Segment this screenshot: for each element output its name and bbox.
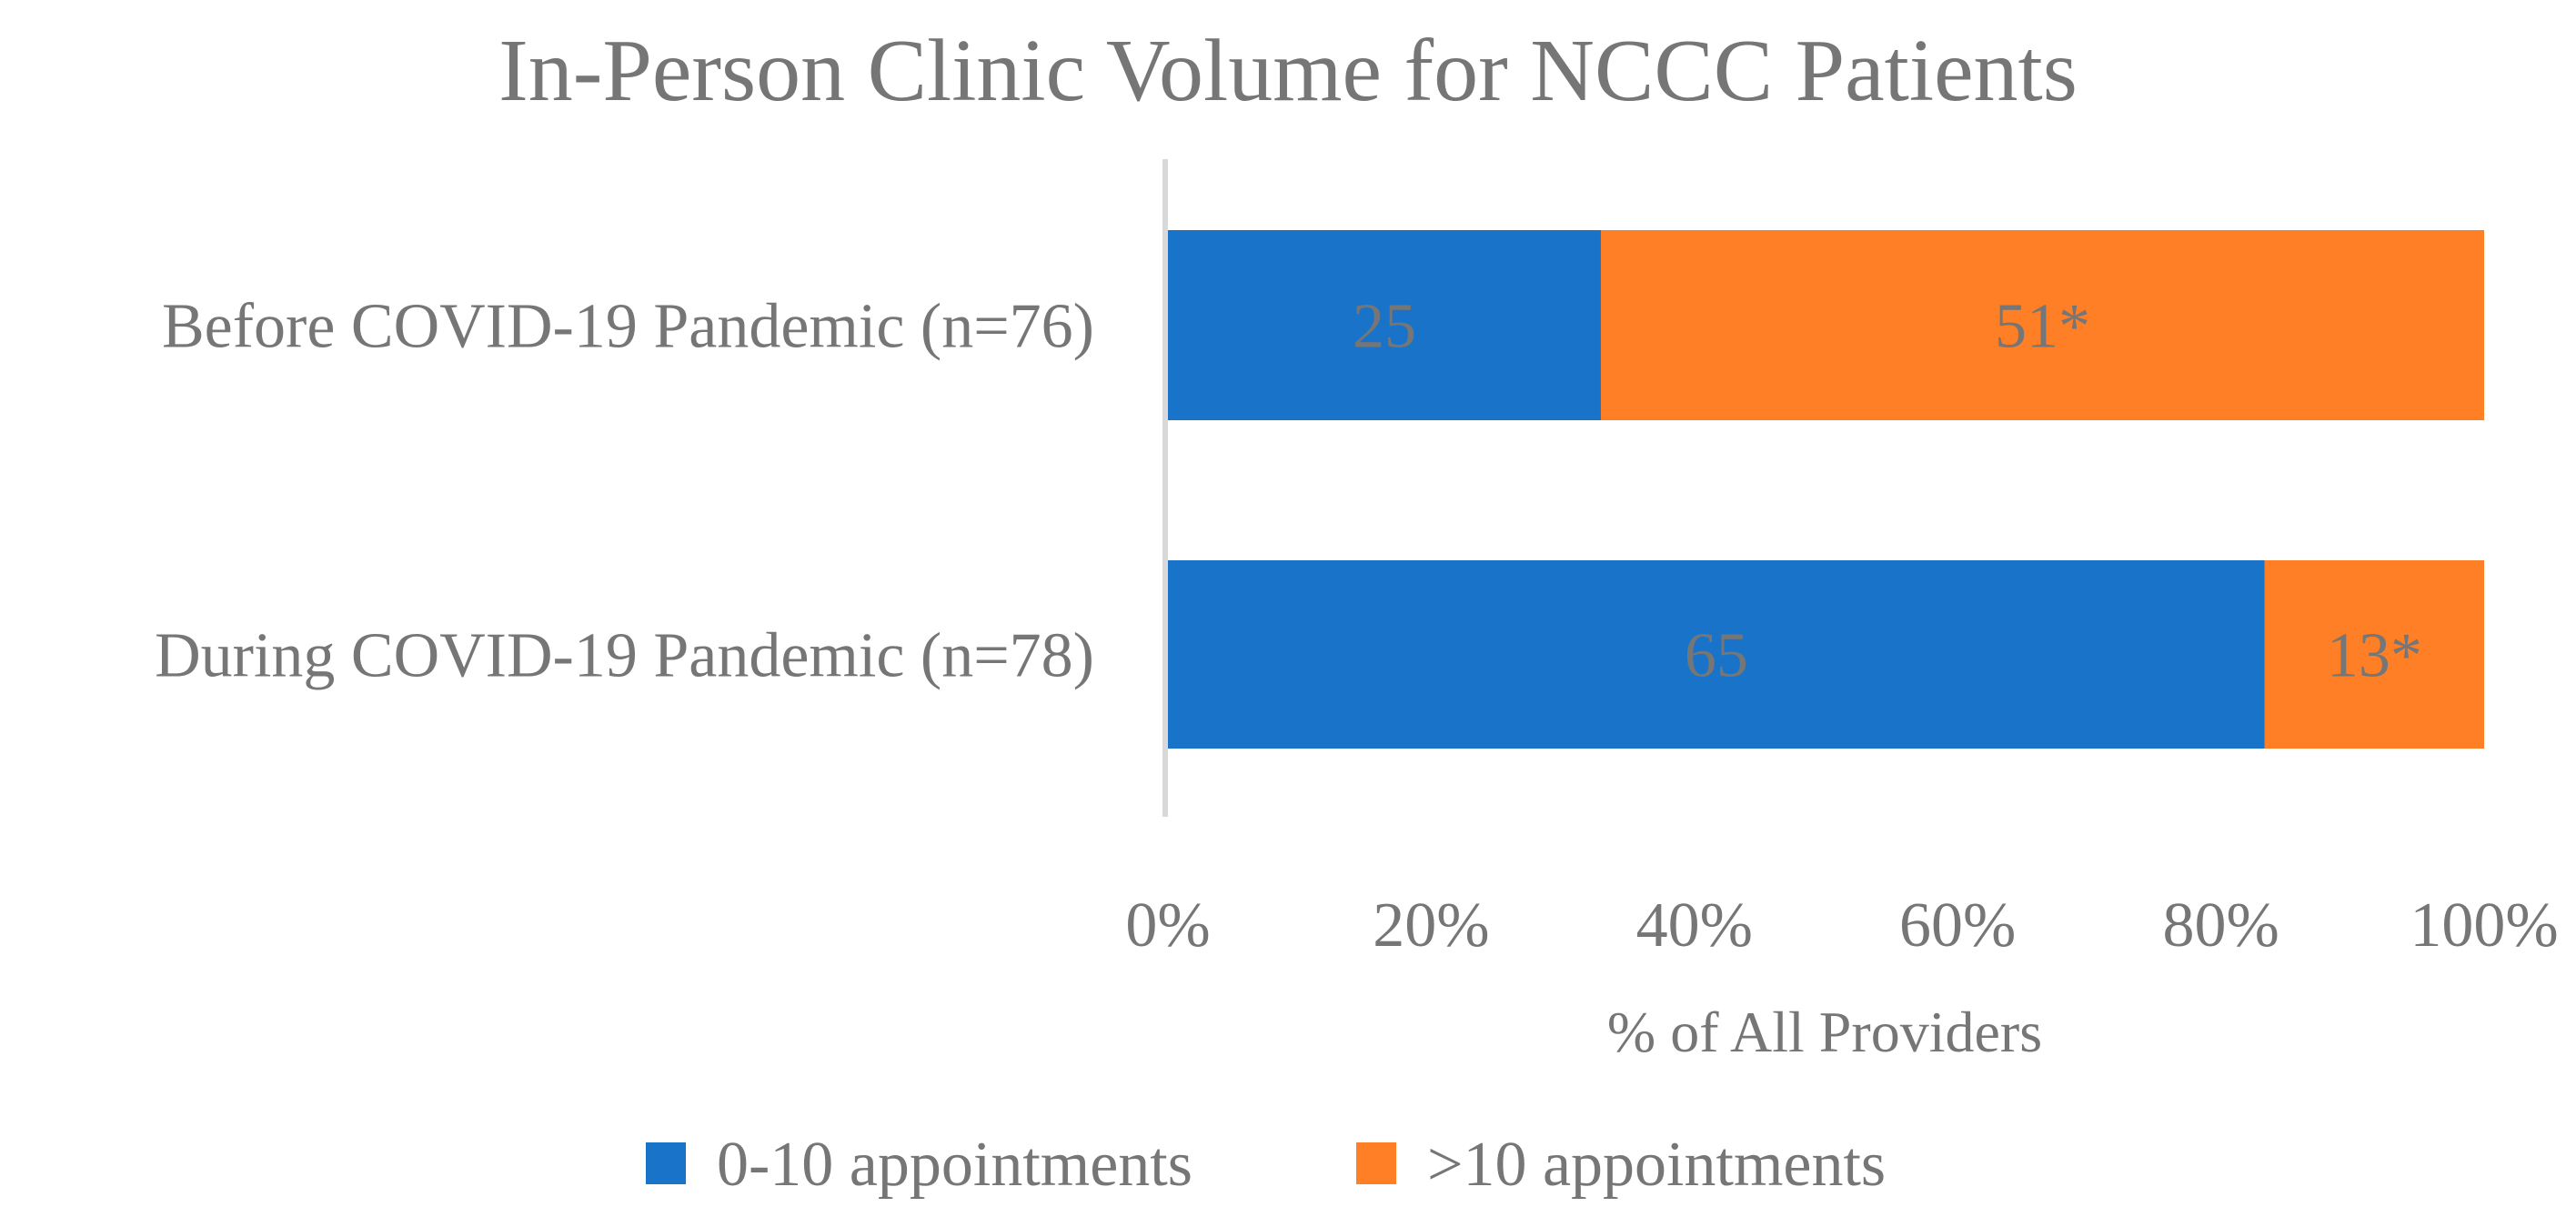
category-label: Before COVID-19 Pandemic (n=76) [162, 292, 1094, 362]
legend: 0-10 appointments >10 appointments [646, 1130, 1886, 1200]
x-tick-label: 80% [2162, 890, 2279, 960]
bar-segment [1600, 230, 2484, 420]
legend-swatch [1356, 1142, 1396, 1184]
x-tick-label: 20% [1373, 890, 1489, 960]
data-label: 13* [2327, 621, 2422, 691]
data-label: 65 [1685, 621, 1748, 691]
legend-label: 0-10 appointments [717, 1130, 1192, 1200]
x-tick-labels: 0% 20% 40% 60% 80% 100% [1125, 890, 2558, 960]
legend-swatch [646, 1142, 686, 1184]
plot-area: 25 51* 65 13* [1168, 230, 2484, 749]
bar-segment [1168, 560, 2265, 749]
x-tick-label: 40% [1636, 890, 1753, 960]
category-labels: Before COVID-19 Pandemic (n=76) During CO… [155, 292, 1094, 691]
legend-label: >10 appointments [1427, 1130, 1886, 1200]
x-tick-label: 0% [1125, 890, 1210, 960]
x-tick-label: 60% [1899, 890, 2016, 960]
category-label: During COVID-19 Pandemic (n=78) [155, 621, 1094, 691]
data-label: 51* [1995, 292, 2090, 362]
data-label: 25 [1353, 292, 1416, 362]
bar-segment [2264, 560, 2484, 749]
x-axis-title: % of All Providers [1607, 1000, 2042, 1064]
chart-title: In-Person Clinic Volume for NCCC Patient… [498, 22, 2078, 120]
bar-segment [1168, 230, 1601, 420]
x-tick-label: 100% [2410, 890, 2558, 960]
